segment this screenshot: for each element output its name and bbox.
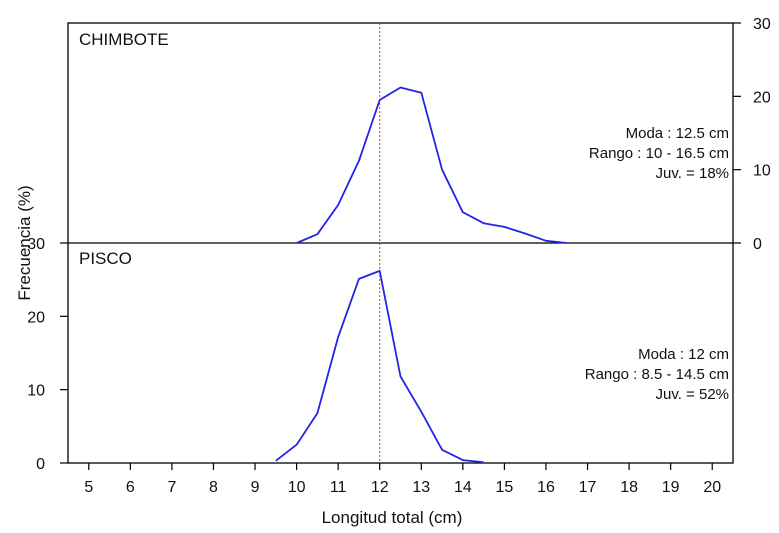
x-tick-label: 5 xyxy=(84,479,93,496)
y-tick-label-left: 0 xyxy=(36,456,45,473)
x-axis-title: Longitud total (cm) xyxy=(322,508,463,527)
x-tick-label: 19 xyxy=(662,479,680,496)
x-tick-label: 17 xyxy=(579,479,597,496)
x-tick-label: 14 xyxy=(454,479,472,496)
x-tick-label: 16 xyxy=(537,479,555,496)
annotations-pisco: Moda : 12 cm Rango : 8.5 - 14.5 cm Juv. = … xyxy=(585,346,729,403)
x-tick-label: 13 xyxy=(412,479,430,496)
x-tick-label: 15 xyxy=(496,479,514,496)
x-tick-label: 7 xyxy=(167,479,176,496)
x-tick-label: 12 xyxy=(371,479,389,496)
annotations-chimbote: Moda : 12.5 cm Rango : 10 - 16.5 cm Juv. =… xyxy=(589,125,729,182)
annotation-line: Moda : 12.5 cm xyxy=(626,125,729,142)
y-tick-label-left: 20 xyxy=(27,309,45,326)
x-tick-label: 9 xyxy=(251,479,260,496)
panel-frames xyxy=(68,23,733,463)
annotation-line: Moda : 12 cm xyxy=(638,346,729,363)
annotation-line: Rango : 10 - 16.5 cm xyxy=(589,145,729,162)
series-layer xyxy=(276,88,567,463)
y-tick-label-right: 30 xyxy=(753,16,771,33)
panel-title-pisco: PISCO xyxy=(79,249,132,268)
y-tick-label-right: 0 xyxy=(753,236,762,253)
x-tick-label: 8 xyxy=(209,479,218,496)
annotation-line: Juv. = 52% xyxy=(655,386,729,403)
x-tick-label: 6 xyxy=(126,479,135,496)
x-tick-label: 10 xyxy=(288,479,306,496)
x-tick-label: 18 xyxy=(620,479,638,496)
annotation-line: Juv. = 18% xyxy=(655,165,729,182)
y-tick-label-right: 10 xyxy=(753,163,771,180)
series-line-chimbote xyxy=(297,88,567,244)
panel-title-chimbote: CHIMBOTE xyxy=(79,30,169,49)
y-tick-label-left: 10 xyxy=(27,383,45,400)
y-tick-label-right: 20 xyxy=(753,89,771,106)
annotation-line: Rango : 8.5 - 14.5 cm xyxy=(585,366,729,383)
y-axis-title: Frecuencia (%) xyxy=(15,185,34,300)
x-tick-label: 11 xyxy=(330,479,347,496)
x-tick-label: 20 xyxy=(703,479,721,496)
